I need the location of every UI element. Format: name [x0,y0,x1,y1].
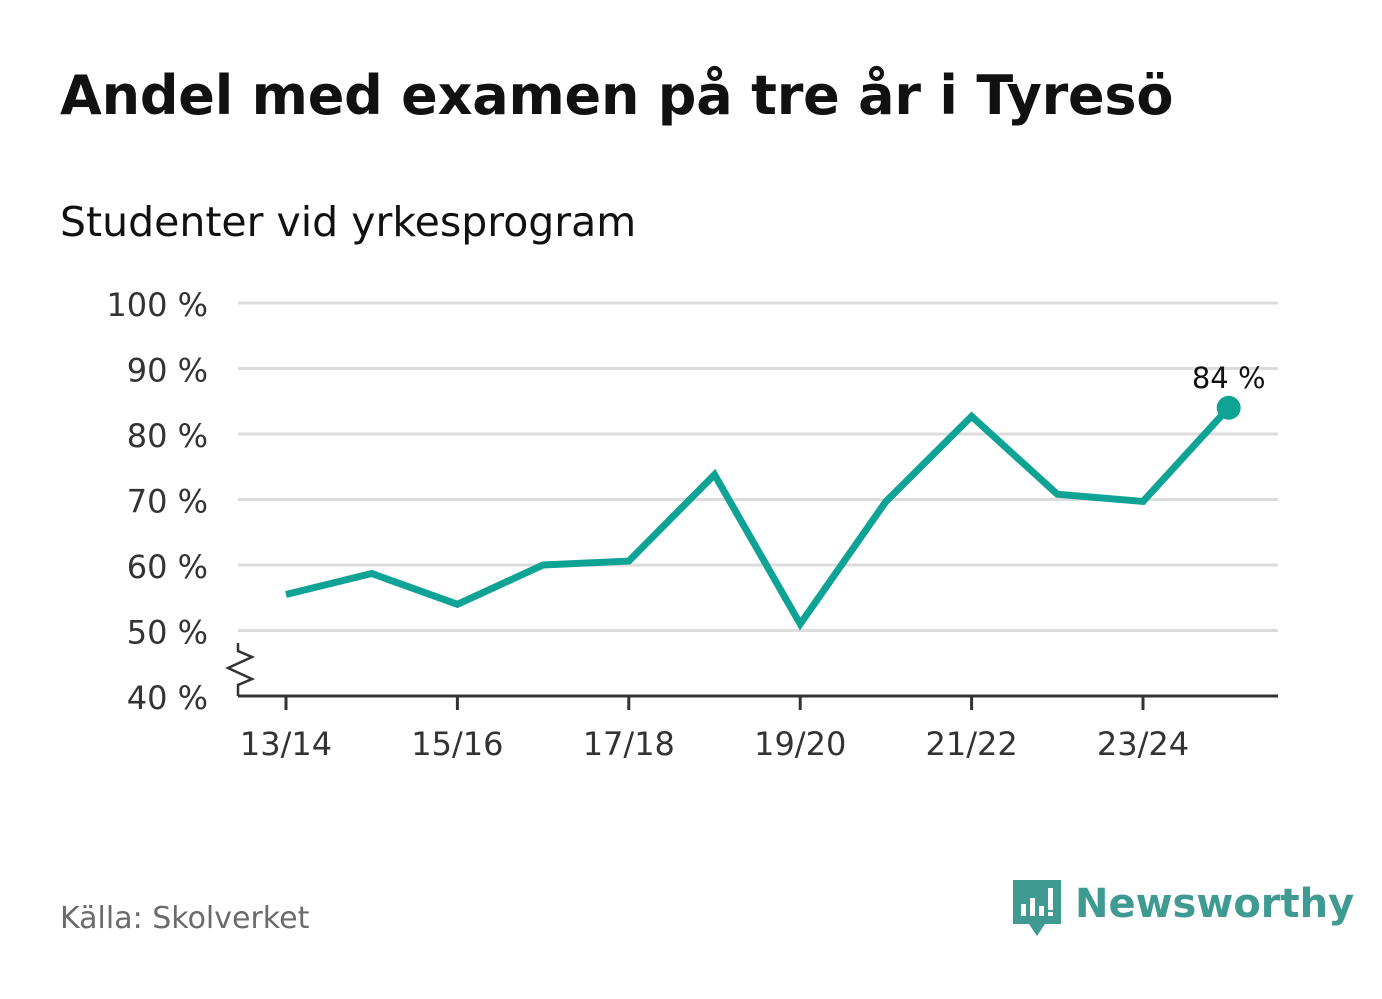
end-point-marker [1216,395,1241,420]
y-tick-label: 40 % [127,679,208,717]
y-tick-label: 80 % [127,417,208,455]
chart-title: Andel med examen på tre år i Tyresö [60,64,1174,127]
x-tick-label: 23/24 [1097,725,1189,763]
x-tick-label: 17/18 [583,725,675,763]
brand-name: Newsworthy [1075,881,1355,927]
source-label: Källa: Skolverket [60,901,310,936]
y-axis: 40 % 50 % 60 % 70 % 80 % 90 % 100 % [106,286,256,717]
y-tick-label: 50 % [127,614,208,652]
series: 84 % [285,361,1266,631]
y-tick-label: 60 % [127,548,208,586]
x-tick-label: 13/14 [240,725,332,763]
x-axis: 13/14 15/16 17/18 19/20 21/22 23/24 [238,694,1278,763]
end-value-label: 84 % [1192,361,1266,395]
y-tick-label: 100 % [106,286,208,324]
chart-subtitle: Studenter vid yrkesprogram [60,198,637,246]
axis-break-marker [224,643,256,696]
y-tick-label: 90 % [127,352,208,390]
brand-logo: Newsworthy [1011,878,1354,942]
newsworthy-logo-icon [1013,880,1061,936]
x-tick-label: 21/22 [925,725,1017,763]
x-tick-label: 19/20 [754,725,846,763]
series-line [285,405,1232,631]
x-tick-label: 15/16 [411,725,503,763]
y-tick-label: 70 % [127,483,208,521]
